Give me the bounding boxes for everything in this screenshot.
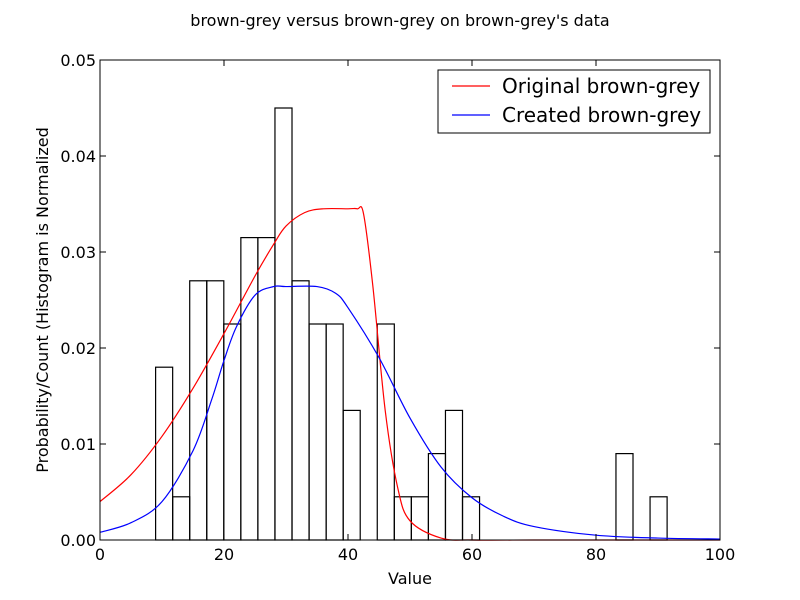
x-tick-label-4: 80 xyxy=(586,545,606,564)
y-axis-label: Probability/Count (Histogram is Normaliz… xyxy=(33,127,52,473)
x-axis-label: Value xyxy=(388,569,432,588)
y-tick-label-3: 0.03 xyxy=(60,243,96,262)
histogram-bar-4 xyxy=(223,323,242,541)
histogram-bar-5 xyxy=(240,237,259,541)
y-tick-label-1: 0.01 xyxy=(60,435,96,454)
histogram-bar-10 xyxy=(325,323,344,541)
histogram-bar-15 xyxy=(410,496,430,541)
histogram-bar-3 xyxy=(206,280,225,541)
series-line-created xyxy=(99,285,721,540)
x-tick-label-1: 20 xyxy=(214,545,234,564)
histogram-bar-19 xyxy=(615,453,634,541)
y-tick-label-2: 0.02 xyxy=(60,339,96,358)
y-tick-label-5: 0.05 xyxy=(60,51,96,70)
histogram-bar-7 xyxy=(274,107,293,541)
histogram-bar-11 xyxy=(342,409,361,541)
histogram-bar-2 xyxy=(189,280,208,541)
legend-box xyxy=(437,69,711,134)
chart-title: brown-grey versus brown-grey on brown-gr… xyxy=(190,11,609,30)
y-tick-label-0: 0.00 xyxy=(60,531,96,550)
x-tick-label-2: 40 xyxy=(338,545,358,564)
histogram-bar-1 xyxy=(172,496,191,541)
histogram-bar-8 xyxy=(291,280,310,541)
histogram-bar-9 xyxy=(308,323,327,541)
histogram-bar-20 xyxy=(649,496,668,541)
histogram-bar-6 xyxy=(257,237,276,541)
plot-frame xyxy=(99,59,721,541)
legend-label-created: Created brown-grey xyxy=(502,103,701,127)
x-tick-label-5: 100 xyxy=(705,545,736,564)
x-tick-label-3: 60 xyxy=(462,545,482,564)
legend-label-original: Original brown-grey xyxy=(502,74,700,98)
y-tick-label-4: 0.04 xyxy=(60,147,96,166)
legend: Original brown-grey Created brown-grey xyxy=(437,69,711,134)
histogram-bar-18 xyxy=(461,496,481,541)
histogram-bar-16 xyxy=(427,453,447,541)
series-line-original xyxy=(99,206,720,541)
density-lines xyxy=(99,206,721,541)
histogram-bars xyxy=(155,107,668,541)
x-tick-label-0: 0 xyxy=(95,545,105,564)
histogram-bar-0 xyxy=(155,366,174,541)
